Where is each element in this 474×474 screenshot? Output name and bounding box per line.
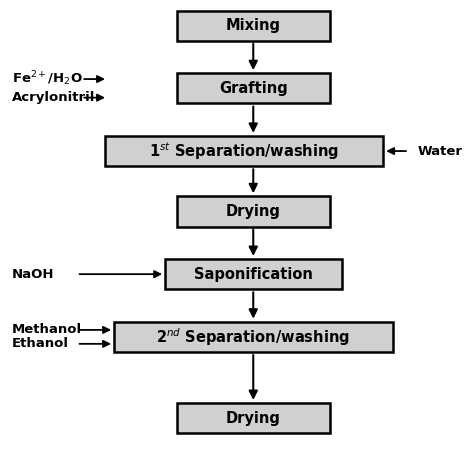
FancyBboxPatch shape xyxy=(177,73,330,103)
FancyBboxPatch shape xyxy=(177,196,330,227)
Text: Saponification: Saponification xyxy=(194,267,313,282)
FancyBboxPatch shape xyxy=(177,10,330,41)
Text: Acrylonitril: Acrylonitril xyxy=(12,91,95,104)
Text: Water: Water xyxy=(417,145,462,157)
Text: Drying: Drying xyxy=(226,410,281,426)
Text: Ethanol: Ethanol xyxy=(12,337,69,350)
Text: 2$^{nd}$ Separation/washing: 2$^{nd}$ Separation/washing xyxy=(156,326,350,348)
FancyBboxPatch shape xyxy=(105,136,383,166)
Text: Mixing: Mixing xyxy=(226,18,281,33)
Text: 1$^{st}$ Separation/washing: 1$^{st}$ Separation/washing xyxy=(149,140,339,162)
FancyBboxPatch shape xyxy=(177,403,330,433)
Text: Fe$^{2+}$/H$_2$O: Fe$^{2+}$/H$_2$O xyxy=(12,70,82,89)
Text: Drying: Drying xyxy=(226,204,281,219)
Text: NaOH: NaOH xyxy=(12,268,54,281)
Text: Methanol: Methanol xyxy=(12,323,82,337)
FancyBboxPatch shape xyxy=(165,259,341,289)
Text: Grafting: Grafting xyxy=(219,81,288,96)
FancyBboxPatch shape xyxy=(114,322,392,352)
